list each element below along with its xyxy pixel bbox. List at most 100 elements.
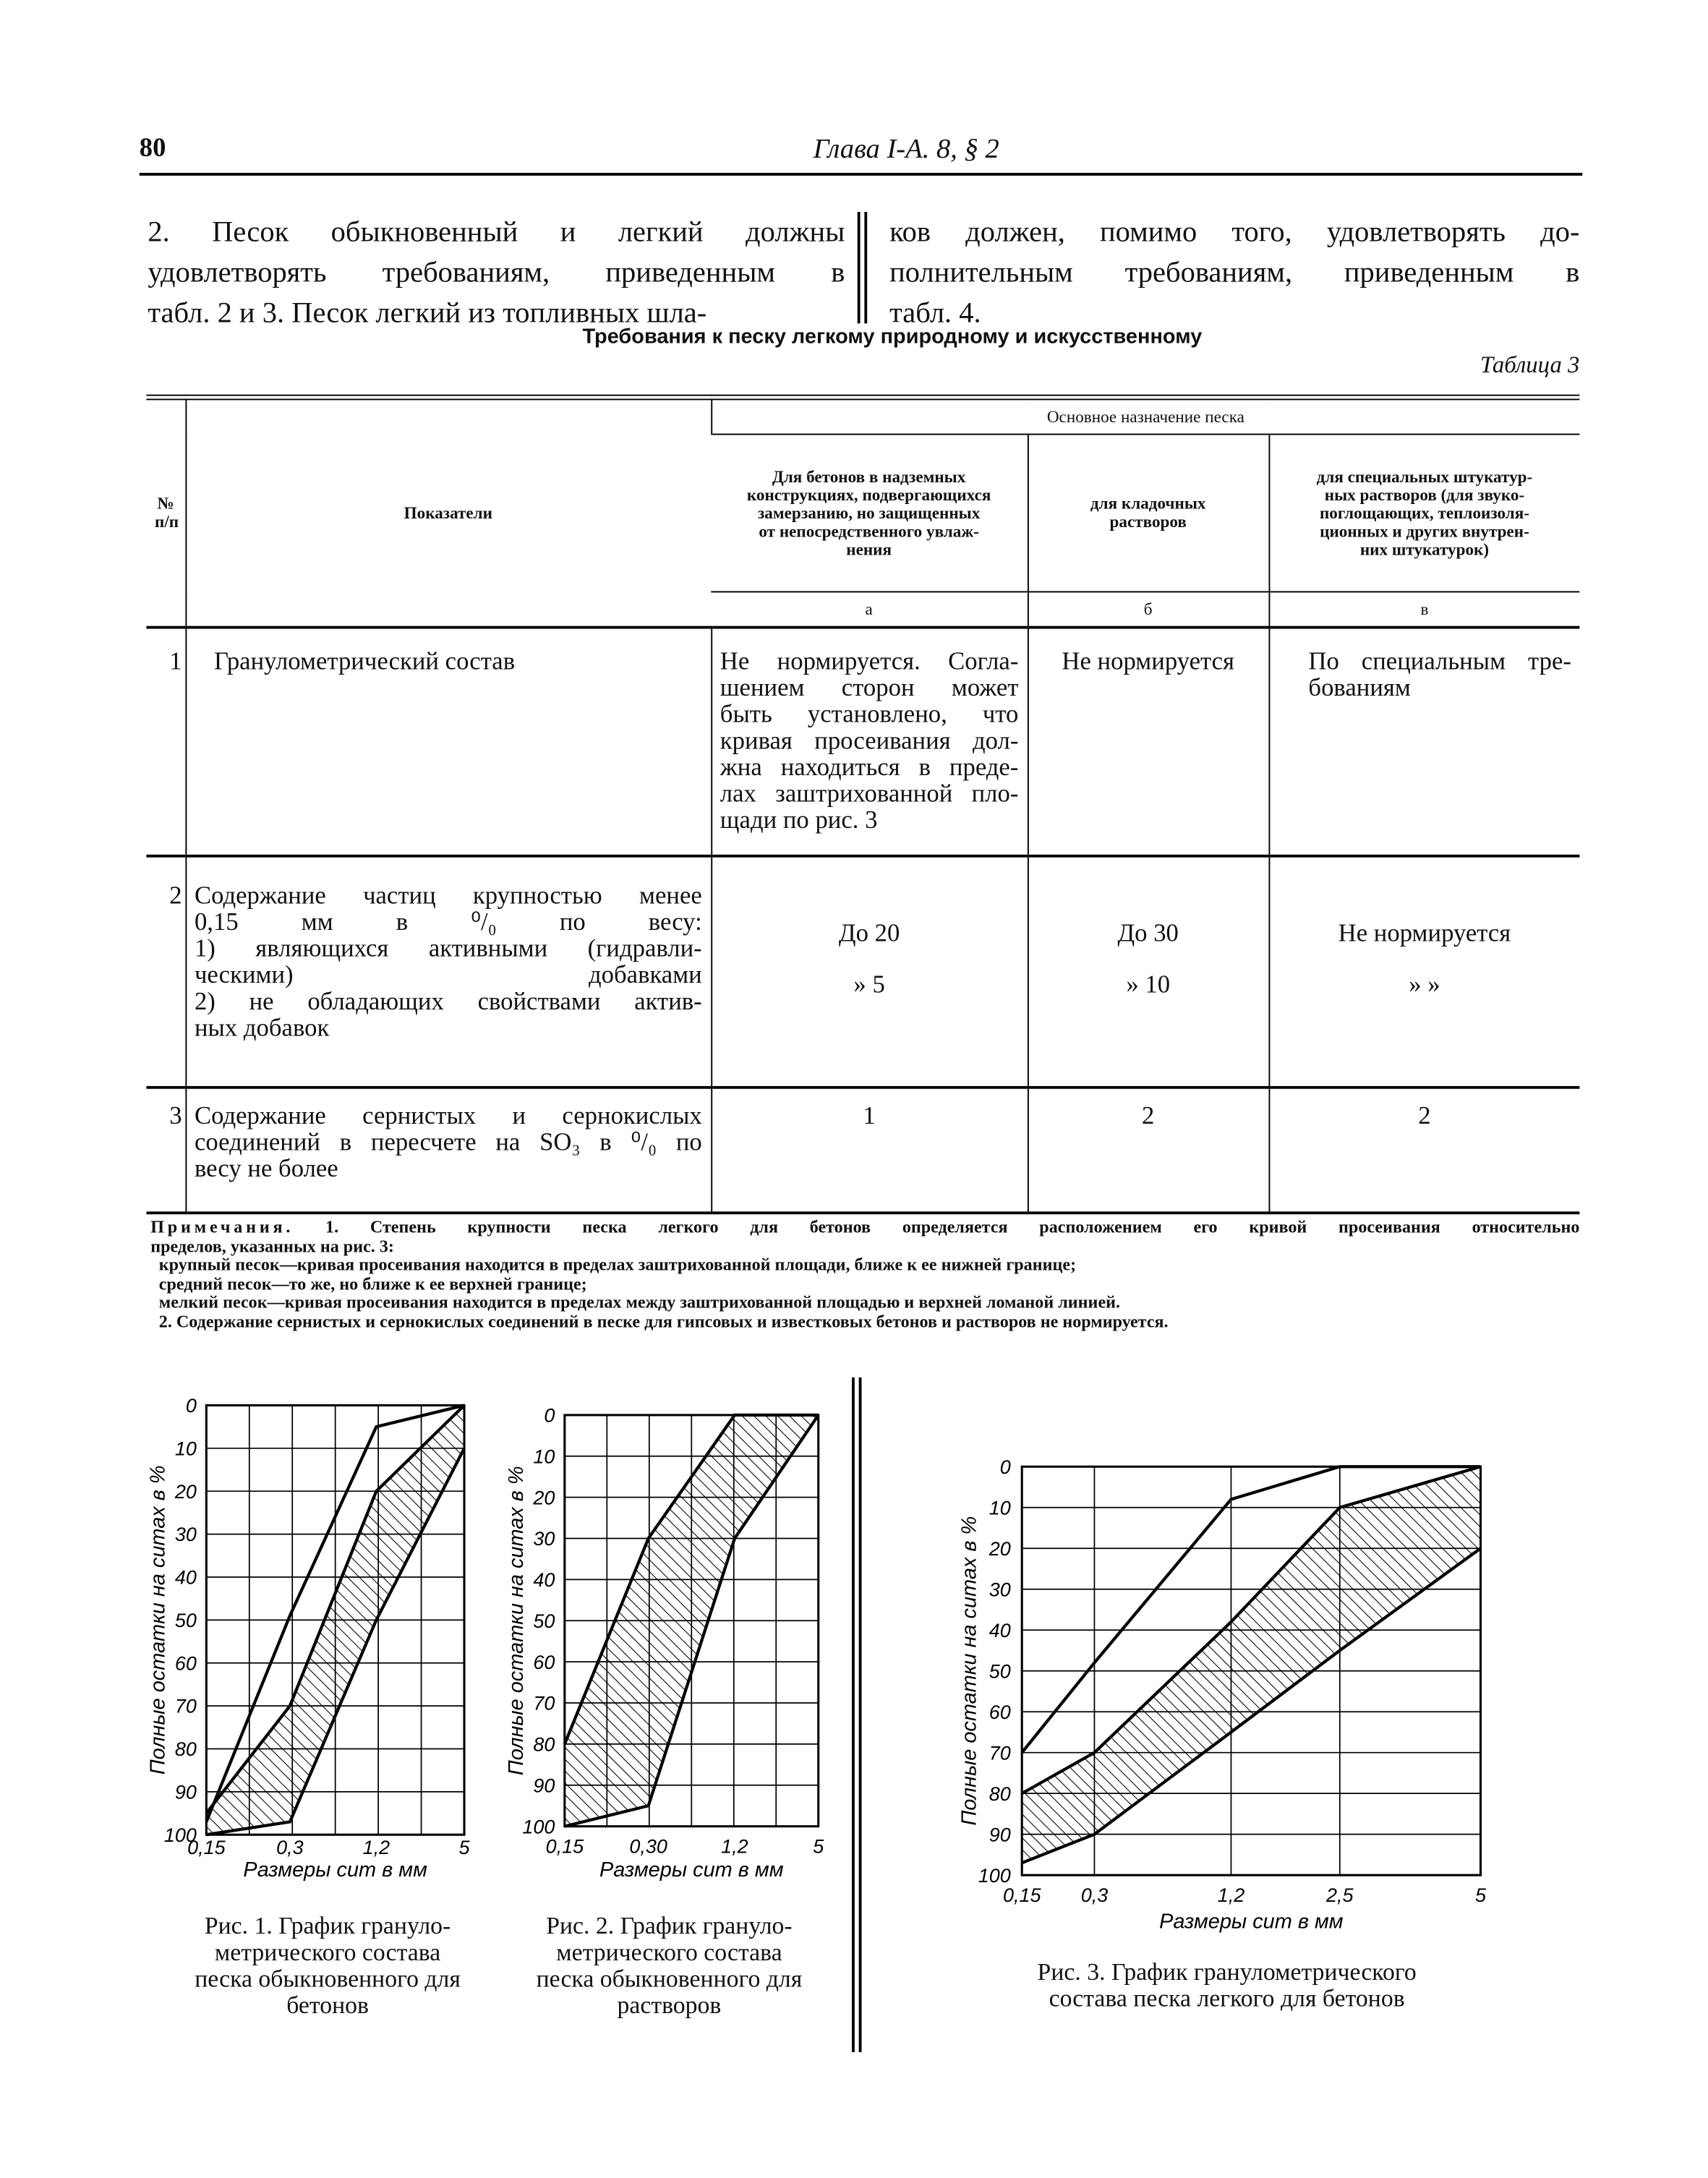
note-line: мелкий песок—кривая просеивания находитс… bbox=[158, 1292, 1121, 1312]
y-tick-label: 10 bbox=[989, 1497, 1011, 1519]
indicator-cell: Содержание сернистых и сернокислых соедин… bbox=[184, 1085, 712, 1215]
note-text: 1. Степень крупности песка легкого для б… bbox=[325, 1217, 1580, 1237]
y-tick-label: 80 bbox=[175, 1738, 197, 1760]
table-row: 3 Содержание сернистых и сернокислых соеди… bbox=[146, 1085, 1580, 1215]
text-line: удовлетворять требованиям, приведенным в bbox=[148, 255, 845, 289]
running-title: Глава I-А. 8, § 2 bbox=[813, 134, 999, 165]
note-line: средний песок—то же, но ближе к ее верхн… bbox=[158, 1273, 587, 1294]
text-line: 2) не обладающих свойствами актив- bbox=[194, 987, 702, 1015]
series-line bbox=[205, 1404, 465, 1823]
text-line: быть установлено, что bbox=[720, 699, 1019, 728]
text-line: соединений в пересчете на SO₃ в ⁰/₀ по bbox=[194, 1127, 702, 1156]
figure-divider bbox=[852, 1377, 862, 2053]
indicator-cell: Содержание частиц крупностью менее 0,15 м… bbox=[184, 854, 712, 1088]
y-tick-label: 20 bbox=[532, 1487, 555, 1508]
y-tick-label: 90 bbox=[989, 1824, 1011, 1845]
text-line: растворов bbox=[1109, 511, 1187, 531]
y-axis-label: Полные остатки на ситах в % bbox=[147, 1465, 170, 1775]
y-tick-label: 70 bbox=[533, 1693, 555, 1714]
text-line: 2. Песок обыкновенный и легкий должны bbox=[148, 214, 845, 249]
text-line: Рис. 2. График грануло- bbox=[546, 1911, 793, 1939]
x-tick-label: 0,15 bbox=[1003, 1884, 1042, 1906]
x-axis-label: Размеры сит в мм bbox=[599, 1858, 784, 1882]
header-cell: б bbox=[1026, 591, 1269, 628]
series-line bbox=[563, 1413, 819, 1745]
x-tick-label: 0,15 bbox=[187, 1837, 226, 1858]
y-tick-label: 40 bbox=[989, 1620, 1011, 1641]
y-tick-label: 70 bbox=[175, 1696, 197, 1717]
y-tick-label: 10 bbox=[533, 1445, 555, 1467]
text-line: полнительным требованиям, приведенным в bbox=[889, 255, 1580, 289]
text-line: Не нормируется bbox=[1338, 918, 1511, 947]
text-line: табл. 2 и 3. Песок легкий из топливных ш… bbox=[148, 295, 707, 330]
text-line: » » bbox=[1409, 970, 1440, 999]
row-number: 1 bbox=[146, 625, 186, 856]
row-number: 2 bbox=[146, 854, 186, 1088]
text-line: ных добавок bbox=[194, 1013, 330, 1042]
header-row: Для бетонов в надземных конструкциях, под… bbox=[146, 433, 1580, 592]
text-line: Рис. 1. График грануло- bbox=[204, 1911, 451, 1939]
text-line: ционных и других внутрен- bbox=[1320, 521, 1529, 541]
y-tick-label: 100 bbox=[522, 1816, 555, 1837]
value-cell: 2 bbox=[1268, 1085, 1580, 1215]
y-tick-label: 50 bbox=[989, 1660, 1011, 1682]
y-tick-label: 90 bbox=[175, 1782, 197, 1803]
text-line: До 20 bbox=[838, 918, 900, 947]
x-tick-label: 1,2 bbox=[1218, 1884, 1245, 1906]
text-line: метрического состава bbox=[556, 1937, 782, 1966]
y-tick-label: 90 bbox=[533, 1775, 555, 1796]
header-row: а б в bbox=[146, 591, 1580, 628]
y-tick-label: 40 bbox=[175, 1567, 197, 1589]
text-line: лах заштрихованной пло- bbox=[720, 779, 1019, 808]
value-cell: До 20 » 5 bbox=[710, 854, 1028, 1088]
text-line: 0,15 мм в ⁰/₀ по весу: bbox=[194, 908, 702, 936]
text-line: Для бетонов в надземных bbox=[772, 466, 966, 486]
y-tick-label: 70 bbox=[989, 1742, 1011, 1764]
header-cell: для специальных штукатур-ных растворов (… bbox=[1268, 433, 1580, 592]
header-rule bbox=[139, 173, 1583, 176]
header-cell: Для бетонов в надземных конструкциях, под… bbox=[711, 433, 1028, 592]
plot-frame bbox=[1020, 1465, 1482, 1876]
series-line bbox=[1021, 1547, 1482, 1865]
x-tick-label: 2,5 bbox=[1325, 1884, 1354, 1906]
paragraph-left: 2. Песок обыкновенный и легкий должны удо… bbox=[148, 212, 845, 333]
text-line: шением сторон может bbox=[720, 673, 1019, 701]
text-line: жна находиться в преде- bbox=[720, 753, 1019, 781]
value-cell: По специальным тре-бованиям bbox=[1268, 625, 1580, 856]
table-number: Таблица 3 bbox=[1479, 351, 1580, 378]
text-line: для кладочных bbox=[1090, 493, 1206, 513]
y-tick-label: 100 bbox=[164, 1824, 197, 1846]
x-axis-label: Размеры сит в мм bbox=[1159, 1910, 1344, 1933]
note-lines: пределов, указанных на рис. 3: крупный пе… bbox=[150, 1237, 1579, 1331]
text-line: Рис. 3. График гранулометрического bbox=[1037, 1957, 1417, 1986]
header-cell: № п/п bbox=[146, 397, 185, 627]
text-line: метрического состава bbox=[214, 1937, 441, 1966]
text-line: № bbox=[157, 493, 174, 513]
text-line: бетонов bbox=[286, 1991, 369, 2019]
text-line: табл. 4. bbox=[889, 295, 981, 330]
notes: Примечания. 1. Степень крупности песка л… bbox=[150, 1218, 1579, 1331]
header-cell: Основное назначение песка bbox=[710, 397, 1580, 435]
table-title: Требования к песку легкому природному и … bbox=[582, 325, 1203, 349]
x-tick-label: 0,3 bbox=[1081, 1884, 1109, 1906]
row-number: 3 bbox=[146, 1085, 186, 1215]
y-axis-label: Полные остатки на ситах в % bbox=[505, 1466, 528, 1775]
text-line: кривая просеивания дол- bbox=[720, 726, 1019, 755]
y-tick-label: 20 bbox=[988, 1538, 1011, 1560]
text-line: 2 bbox=[1142, 1101, 1155, 1129]
text-line: состава песка легкого для бетонов bbox=[1049, 1983, 1405, 2012]
text-line: конструкциях, подвергающихся bbox=[746, 484, 991, 504]
value-cell: Не нормируется » » bbox=[1268, 854, 1580, 1088]
value-cell: 1 bbox=[710, 1085, 1028, 1215]
figure-caption: Рис. 1. График грануло-метрического сост… bbox=[140, 1911, 516, 2019]
note-line: Примечания. 1. Степень крупности песка л… bbox=[150, 1218, 1579, 1237]
x-tick-label: 5 bbox=[459, 1837, 471, 1858]
y-tick-label: 0 bbox=[1000, 1456, 1011, 1478]
y-tick-label: 30 bbox=[989, 1579, 1011, 1600]
header-cell: Показатели bbox=[184, 397, 712, 628]
text-line: 2 bbox=[1418, 1101, 1431, 1129]
text-line: 1 bbox=[863, 1101, 876, 1129]
